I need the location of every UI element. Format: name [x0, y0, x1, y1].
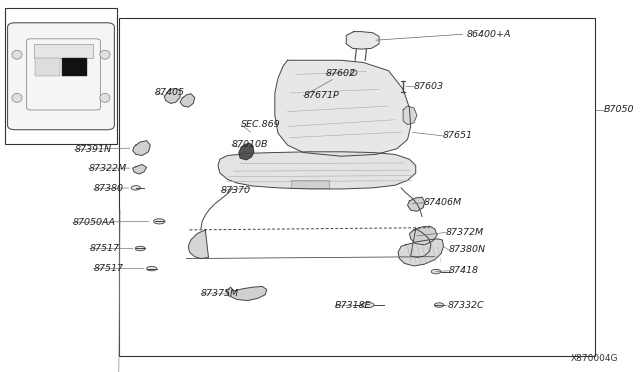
Polygon shape	[239, 143, 254, 160]
Polygon shape	[188, 230, 209, 259]
Polygon shape	[411, 229, 431, 257]
Polygon shape	[403, 106, 417, 125]
Text: B7318E: B7318E	[335, 301, 371, 310]
Ellipse shape	[12, 50, 22, 59]
Text: 87651: 87651	[442, 131, 472, 140]
Text: 87671P: 87671P	[303, 92, 339, 100]
Text: 87517: 87517	[90, 244, 120, 253]
Text: 87380: 87380	[93, 185, 124, 193]
Text: 87603: 87603	[414, 82, 444, 91]
Bar	[35, 58, 60, 76]
Bar	[119, 18, 595, 356]
Text: 87322M: 87322M	[88, 164, 127, 173]
Ellipse shape	[362, 302, 374, 308]
Polygon shape	[218, 152, 416, 189]
Text: 87010B: 87010B	[232, 140, 268, 149]
Polygon shape	[132, 164, 147, 174]
Text: 87050AA: 87050AA	[73, 218, 116, 227]
Text: 87406M: 87406M	[423, 198, 461, 207]
Text: 87375M: 87375M	[201, 289, 239, 298]
Bar	[62, 58, 87, 76]
Text: X870004G: X870004G	[570, 354, 618, 363]
Text: 87391N: 87391N	[74, 145, 111, 154]
Polygon shape	[275, 60, 411, 156]
Ellipse shape	[100, 50, 110, 59]
Text: 87418: 87418	[449, 266, 479, 275]
Polygon shape	[132, 141, 150, 155]
Polygon shape	[398, 239, 444, 266]
Ellipse shape	[100, 93, 110, 102]
Text: 87372M: 87372M	[445, 228, 484, 237]
Text: 87380N: 87380N	[449, 246, 486, 254]
Polygon shape	[408, 197, 424, 211]
Text: SEC.869: SEC.869	[241, 120, 281, 129]
Polygon shape	[346, 32, 379, 49]
Text: 87405: 87405	[155, 88, 185, 97]
Bar	[291, 180, 328, 188]
Bar	[5, 8, 117, 144]
Ellipse shape	[131, 186, 141, 190]
Ellipse shape	[435, 303, 444, 307]
Bar	[34, 44, 93, 58]
Polygon shape	[410, 226, 437, 245]
Polygon shape	[164, 89, 180, 103]
Text: 87370: 87370	[221, 186, 251, 195]
Ellipse shape	[12, 93, 22, 102]
Text: B7050: B7050	[604, 105, 634, 114]
Ellipse shape	[351, 70, 357, 76]
FancyBboxPatch shape	[8, 23, 115, 130]
Text: 87517: 87517	[93, 264, 124, 273]
Text: 87602: 87602	[326, 69, 356, 78]
Text: 86400+A: 86400+A	[467, 30, 511, 39]
Polygon shape	[226, 286, 267, 301]
Ellipse shape	[431, 269, 441, 274]
Ellipse shape	[154, 219, 165, 224]
Text: 87332C: 87332C	[447, 301, 484, 310]
Ellipse shape	[135, 246, 145, 251]
Ellipse shape	[147, 266, 157, 271]
Polygon shape	[180, 94, 195, 107]
